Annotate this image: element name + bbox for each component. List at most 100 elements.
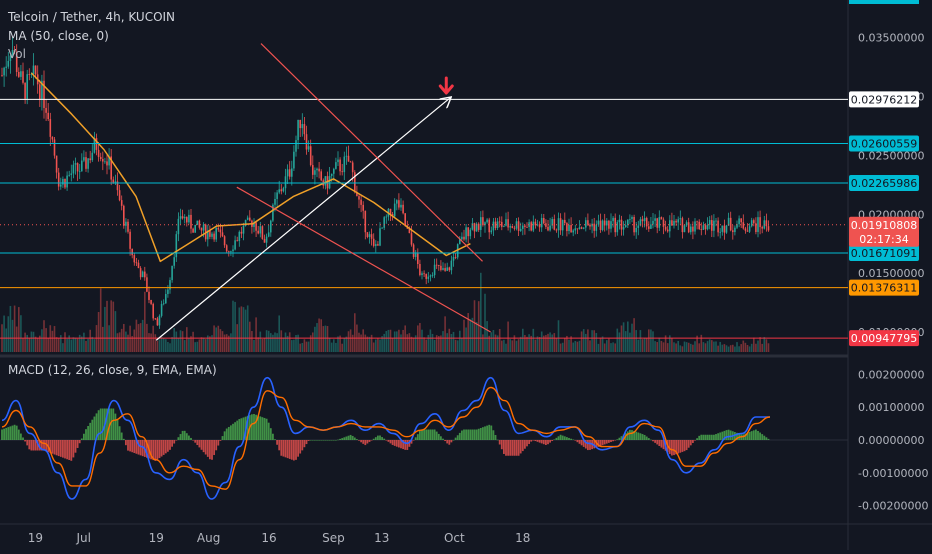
- candle-body: [408, 228, 411, 234]
- macd-histogram-bar: [746, 432, 749, 440]
- candle-body: [141, 271, 144, 278]
- volume-bar: [664, 335, 667, 352]
- macd-histogram-bar: [227, 426, 230, 440]
- macd-histogram-bar: [473, 429, 476, 440]
- candle-body: [744, 228, 747, 231]
- macd-histogram-bar: [603, 440, 606, 445]
- candle-body: [372, 238, 375, 246]
- volume-bar: [364, 334, 367, 352]
- volume-bar: [725, 345, 728, 352]
- volume-bar: [66, 338, 68, 352]
- volume-bar: [532, 328, 535, 352]
- macd-histogram-bar: [85, 429, 87, 440]
- candle-body: [618, 219, 621, 223]
- candle-body: [421, 273, 423, 276]
- macd-histogram-bar: [293, 440, 295, 461]
- macd-legend[interactable]: MACD (12, 26, close, 9, EMA, EMA): [8, 363, 217, 377]
- volume-bar: [591, 330, 593, 352]
- volume-bar: [372, 342, 375, 352]
- volume-bar: [244, 309, 247, 352]
- volume-bar: [99, 288, 102, 352]
- candle-body: [5, 66, 7, 68]
- macd-histogram-bar: [555, 437, 558, 440]
- volume-bar: [713, 341, 715, 352]
- candle-body: [505, 219, 507, 226]
- candle-body: [543, 217, 545, 224]
- upper-cyan-level-label-bg: [849, 135, 919, 152]
- candle-body: [13, 49, 16, 52]
- volume-bar: [732, 344, 734, 352]
- volume-bar: [62, 343, 64, 352]
- volume-bar: [543, 335, 545, 352]
- candle-body: [335, 162, 337, 169]
- candle-body: [440, 265, 442, 270]
- volume-bar: [30, 331, 33, 352]
- macd-histogram-bar: [639, 433, 642, 440]
- candle-body: [188, 214, 190, 223]
- volume-bar: [272, 334, 274, 352]
- macd-histogram-bar: [11, 425, 14, 440]
- macd-histogram-bar: [503, 440, 505, 454]
- volume-bar: [597, 343, 600, 352]
- candle-body: [9, 55, 12, 61]
- macd-histogram-bar: [9, 426, 12, 440]
- volume-bar: [603, 343, 606, 352]
- volume-bar: [213, 325, 215, 352]
- ma-legend[interactable]: MA (50, close, 0): [8, 29, 109, 43]
- volume-bar: [307, 341, 310, 352]
- volume-bar: [477, 301, 480, 352]
- volume-bar: [87, 338, 89, 352]
- candle-body: [320, 171, 322, 181]
- macd-histogram-bar: [129, 440, 131, 452]
- volume-bar: [240, 306, 243, 352]
- macd-histogram-bar: [423, 429, 425, 440]
- candle-body: [167, 289, 169, 295]
- macd-histogram-bar: [238, 419, 241, 440]
- macd-histogram-bar: [272, 433, 274, 440]
- candle-body: [528, 222, 530, 228]
- lower-cyan-level-label-bg: [849, 244, 919, 261]
- candle-body: [448, 267, 451, 271]
- candle-body: [501, 221, 503, 227]
- macd-histogram-bar: [477, 428, 480, 440]
- candle-body: [192, 228, 194, 233]
- macd-histogram-bar: [576, 440, 579, 443]
- candle-body: [144, 271, 146, 278]
- volume-bar: [246, 305, 249, 352]
- volume-bar: [715, 341, 717, 352]
- macd-histogram-bar: [7, 427, 10, 440]
- macd-histogram-bar: [87, 426, 89, 440]
- macd-histogram-bar: [316, 440, 318, 441]
- macd-histogram-bar: [200, 440, 203, 450]
- symbol-legend[interactable]: Telcoin / Tether, 4h, KUCOIN: [8, 10, 175, 24]
- macd-histogram-bar: [542, 440, 545, 445]
- volume-bar: [490, 332, 493, 352]
- macd-histogram: [1, 408, 770, 461]
- white-level-label: 0.02976212: [851, 93, 917, 106]
- macd-histogram-bar: [5, 427, 8, 440]
- candle-body: [265, 236, 268, 243]
- volume-bar: [354, 313, 356, 352]
- volume-bar: [188, 338, 190, 352]
- volume-bar: [570, 336, 572, 352]
- candle-body: [133, 255, 136, 263]
- macd-histogram-bar: [689, 440, 692, 446]
- vol-legend[interactable]: Vol: [8, 47, 26, 61]
- volume-bar: [360, 334, 362, 352]
- candle-body: [435, 264, 438, 266]
- macd-histogram-bar: [215, 440, 218, 451]
- candle-body: [312, 165, 314, 175]
- macd-histogram-bar: [538, 440, 541, 443]
- candle-body: [557, 218, 560, 231]
- volume-bar: [656, 342, 658, 352]
- volume-bar: [202, 337, 205, 352]
- candle-body: [148, 291, 150, 300]
- macd-histogram-bar: [650, 439, 652, 441]
- volume-bar: [11, 319, 14, 352]
- candle-body: [238, 231, 241, 241]
- candle-body: [41, 80, 43, 100]
- candle-body: [284, 176, 287, 189]
- candle-body: [39, 84, 41, 100]
